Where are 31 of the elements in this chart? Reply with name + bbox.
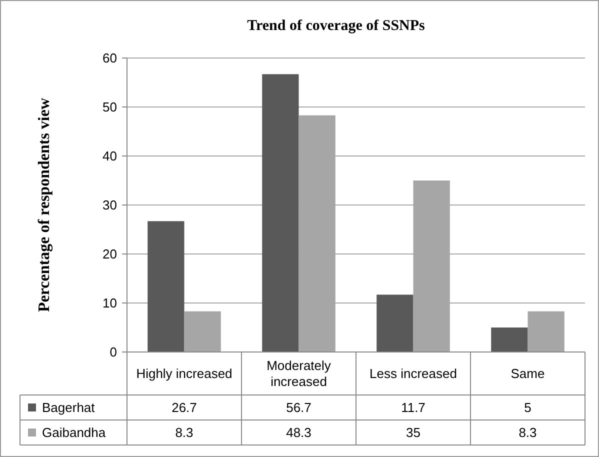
- data-label: 5: [524, 400, 532, 416]
- y-tick-label: 60: [102, 50, 117, 66]
- x-tick-label: Highly increased: [136, 366, 232, 382]
- bar: [298, 115, 336, 352]
- data-label: 35: [406, 425, 420, 440]
- data-label: 48.3: [286, 425, 312, 440]
- data-label: 26.7: [172, 400, 197, 416]
- y-tick-label: 0: [110, 344, 117, 360]
- data-label: 8.3: [175, 425, 194, 440]
- bar: [148, 221, 184, 352]
- y-tick-label: 50: [102, 100, 117, 115]
- data-label: 8.3: [518, 425, 537, 440]
- legend-label: Bagerhat: [42, 400, 96, 416]
- bar: [262, 74, 299, 352]
- x-tick-label: Less increased: [370, 366, 457, 382]
- y-tick-label: 10: [102, 296, 117, 311]
- x-tick-label: Moderately increased: [266, 358, 332, 390]
- bar: [528, 311, 564, 352]
- data-label: 56.7: [286, 400, 312, 416]
- data-label: 11.7: [401, 400, 426, 416]
- bar: [376, 294, 414, 352]
- legend-label: Gaibandha: [42, 425, 106, 440]
- bar: [184, 311, 221, 352]
- y-tick-label: 40: [102, 148, 117, 164]
- y-axis-title: Percentage of respondents view: [36, 98, 53, 312]
- x-tick-label: Same: [510, 366, 545, 382]
- y-tick-label: 30: [102, 198, 117, 213]
- chart-title: Trend of coverage of SSNPs: [247, 18, 426, 34]
- bar: [413, 180, 450, 352]
- bar: [491, 328, 528, 352]
- y-tick-label: 20: [102, 246, 117, 262]
